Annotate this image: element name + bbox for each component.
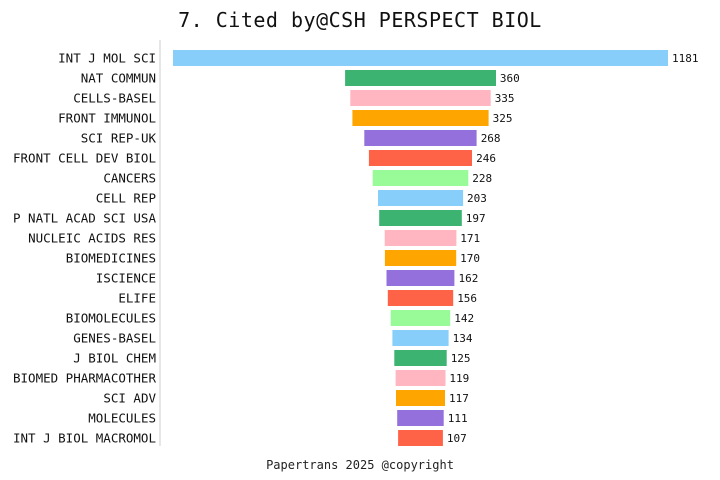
bar bbox=[384, 230, 457, 246]
bar bbox=[390, 310, 451, 326]
category-label: FRONT IMMUNOL bbox=[58, 111, 156, 126]
bar bbox=[395, 370, 446, 386]
bar bbox=[396, 390, 445, 406]
category-label: ELIFE bbox=[118, 291, 156, 306]
category-label: FRONT CELL DEV BIOL bbox=[13, 151, 156, 166]
value-label: 134 bbox=[453, 332, 473, 345]
bar bbox=[378, 190, 464, 206]
bar bbox=[394, 350, 447, 366]
category-label: CANCERS bbox=[103, 171, 156, 186]
bar bbox=[173, 50, 668, 66]
category-label: BIOMOLECULES bbox=[66, 311, 156, 326]
bars-group bbox=[173, 50, 668, 446]
chart-title: 7. Cited by@CSH PERSPECT BIOL bbox=[178, 8, 542, 32]
category-label: ISCIENCE bbox=[96, 271, 156, 286]
value-label: 1181 bbox=[672, 52, 699, 65]
value-labels: 1181 360 335 325 268 246 228 203 197 171 170 162 156… bbox=[447, 52, 699, 445]
category-label: BIOMEDICINES bbox=[66, 251, 156, 266]
bar bbox=[372, 170, 469, 186]
category-label: NAT COMMUN bbox=[81, 71, 156, 86]
category-label: GENES-BASEL bbox=[73, 331, 156, 346]
category-label: J BIOL CHEM bbox=[73, 351, 156, 366]
value-label: 162 bbox=[459, 272, 479, 285]
bar bbox=[379, 210, 462, 226]
value-label: 119 bbox=[449, 372, 469, 385]
bar bbox=[386, 270, 455, 286]
bar bbox=[387, 290, 454, 306]
bar bbox=[364, 130, 477, 146]
value-label: 156 bbox=[457, 292, 477, 305]
bar bbox=[384, 250, 457, 266]
category-label: CELLS-BASEL bbox=[73, 91, 156, 106]
category-label: MOLECULES bbox=[88, 411, 156, 426]
value-label: 246 bbox=[476, 152, 496, 165]
bar bbox=[398, 430, 443, 446]
category-labels: INT J MOL SCI NAT COMMUN CELLS-BASEL FRONT … bbox=[13, 51, 156, 446]
category-label: INT J BIOL MACROMOL bbox=[13, 431, 156, 446]
category-label: INT J MOL SCI bbox=[58, 51, 156, 66]
value-label: 197 bbox=[466, 212, 486, 225]
value-label: 142 bbox=[454, 312, 474, 325]
value-label: 325 bbox=[493, 112, 513, 125]
category-label: NUCLEIC ACIDS RES bbox=[28, 231, 156, 246]
bar bbox=[350, 90, 491, 106]
value-label: 360 bbox=[500, 72, 520, 85]
value-label: 111 bbox=[448, 412, 468, 425]
value-label: 268 bbox=[481, 132, 501, 145]
value-label: 107 bbox=[447, 432, 467, 445]
value-label: 170 bbox=[460, 252, 480, 265]
bar bbox=[368, 150, 472, 166]
copyright-footer: Papertrans 2025 @copyright bbox=[266, 458, 454, 472]
category-label: SCI ADV bbox=[103, 391, 156, 406]
category-label: P NATL ACAD SCI USA bbox=[13, 211, 156, 226]
bar bbox=[345, 70, 496, 86]
category-label: BIOMED PHARMACOTHER bbox=[13, 371, 156, 386]
value-label: 228 bbox=[472, 172, 492, 185]
value-label: 335 bbox=[495, 92, 515, 105]
value-label: 125 bbox=[451, 352, 471, 365]
value-label: 117 bbox=[449, 392, 469, 405]
bar bbox=[392, 330, 449, 346]
bar bbox=[397, 410, 444, 426]
value-label: 203 bbox=[467, 192, 487, 205]
bar bbox=[352, 110, 489, 126]
category-label: CELL REP bbox=[96, 191, 156, 206]
category-label: SCI REP-UK bbox=[81, 131, 157, 146]
value-label: 171 bbox=[460, 232, 480, 245]
